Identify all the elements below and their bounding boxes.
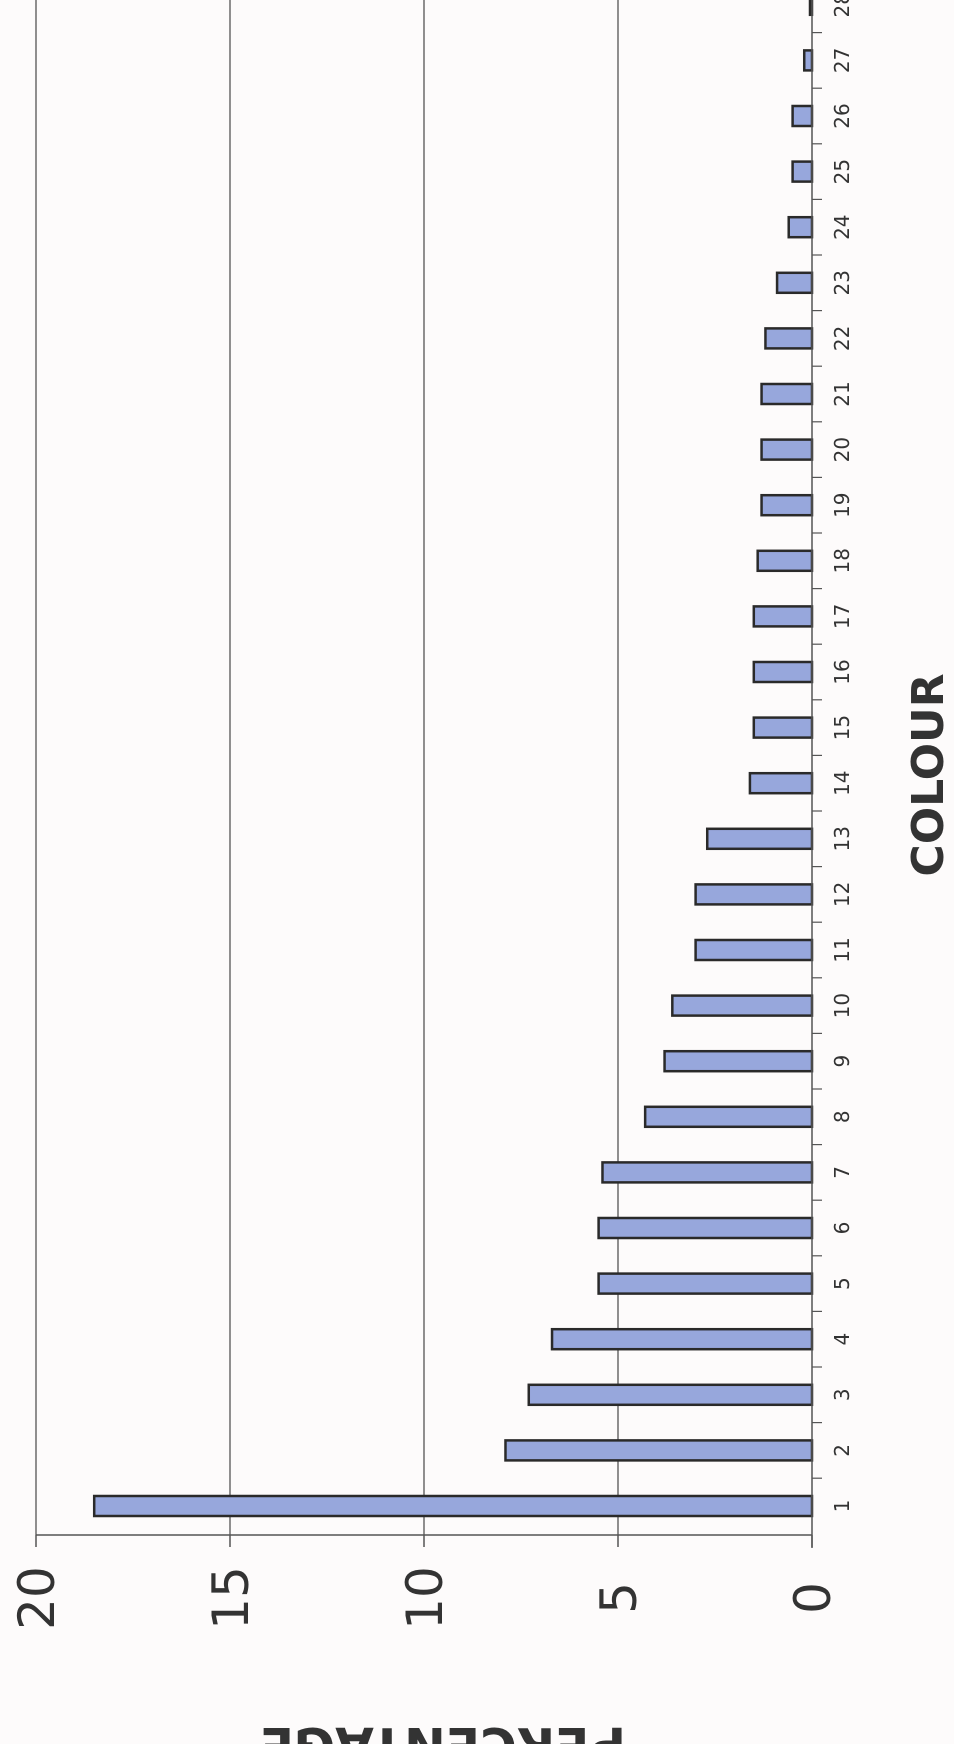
category-tick-label: 27 bbox=[830, 48, 854, 73]
category-tick-label: 9 bbox=[830, 1055, 854, 1068]
category-tick-label: 5 bbox=[830, 1277, 854, 1290]
category-tick-label: 14 bbox=[830, 770, 854, 795]
bar bbox=[787, 215, 814, 239]
category-tick-label: 23 bbox=[830, 270, 854, 295]
bar bbox=[694, 938, 814, 962]
axes bbox=[35, 0, 822, 1548]
bar bbox=[764, 327, 814, 350]
category-tick-label: 25 bbox=[830, 159, 854, 184]
bar bbox=[504, 1439, 814, 1462]
bar bbox=[752, 605, 814, 628]
bar bbox=[760, 493, 814, 517]
bar bbox=[791, 160, 814, 183]
category-tick-label: 28 bbox=[830, 0, 854, 18]
category-tick-label: 24 bbox=[830, 214, 854, 239]
bar bbox=[550, 1327, 814, 1351]
bar bbox=[597, 1272, 814, 1295]
value-tick-label: 15 bbox=[202, 1566, 260, 1630]
bar bbox=[597, 1216, 814, 1240]
category-tick-label: 13 bbox=[830, 826, 854, 851]
category-tick-label: 15 bbox=[830, 715, 854, 740]
bar bbox=[694, 883, 814, 906]
bar bbox=[643, 1105, 814, 1129]
bar bbox=[663, 1049, 814, 1073]
category-tick-label: 8 bbox=[830, 1110, 854, 1123]
bar bbox=[601, 1161, 814, 1184]
category-tick-label: 6 bbox=[830, 1222, 854, 1235]
y-axis-title: PERCENTAGE bbox=[260, 1716, 626, 1744]
value-tick-label: 20 bbox=[8, 1566, 66, 1630]
bar bbox=[748, 771, 814, 795]
category-tick-label: 2 bbox=[830, 1444, 854, 1457]
value-tick-label: 10 bbox=[396, 1566, 454, 1630]
bar bbox=[752, 660, 814, 684]
bars bbox=[92, 0, 814, 1518]
category-tick-label: 17 bbox=[830, 604, 854, 629]
category-tick-label: 7 bbox=[830, 1166, 854, 1179]
value-tick-label: 5 bbox=[590, 1582, 648, 1614]
category-tick-label: 10 bbox=[830, 993, 854, 1018]
category-tick-label: 19 bbox=[830, 492, 854, 517]
bar bbox=[775, 271, 814, 295]
category-tick-label: 16 bbox=[830, 659, 854, 684]
category-tick-label: 4 bbox=[830, 1333, 854, 1346]
category-tick-label: 21 bbox=[830, 381, 854, 406]
category-tick-label: 12 bbox=[830, 882, 854, 907]
value-tick-labels: 0 5 10 15 20 bbox=[8, 1566, 842, 1630]
category-tick-labels: 1234567891011121314151617181920212223242… bbox=[830, 0, 854, 1512]
value-tick-label: 0 bbox=[784, 1582, 842, 1614]
bar bbox=[802, 49, 814, 72]
category-tick-label: 18 bbox=[830, 548, 854, 573]
bar bbox=[791, 104, 814, 128]
bar bbox=[760, 382, 814, 406]
category-tick-label: 26 bbox=[830, 103, 854, 128]
bar bbox=[752, 716, 814, 739]
category-tick-label: 22 bbox=[830, 326, 854, 351]
x-axis-title: COLOUR bbox=[903, 673, 954, 876]
bar bbox=[92, 1494, 814, 1518]
bar bbox=[527, 1383, 814, 1407]
category-tick-label: 11 bbox=[830, 937, 854, 962]
category-tick-label: 1 bbox=[830, 1500, 854, 1513]
bar bbox=[705, 827, 814, 851]
bar bbox=[760, 438, 814, 461]
bar bbox=[671, 994, 814, 1017]
category-tick-label: 3 bbox=[830, 1388, 854, 1401]
bar bbox=[756, 549, 814, 573]
category-tick-label: 20 bbox=[830, 437, 854, 462]
